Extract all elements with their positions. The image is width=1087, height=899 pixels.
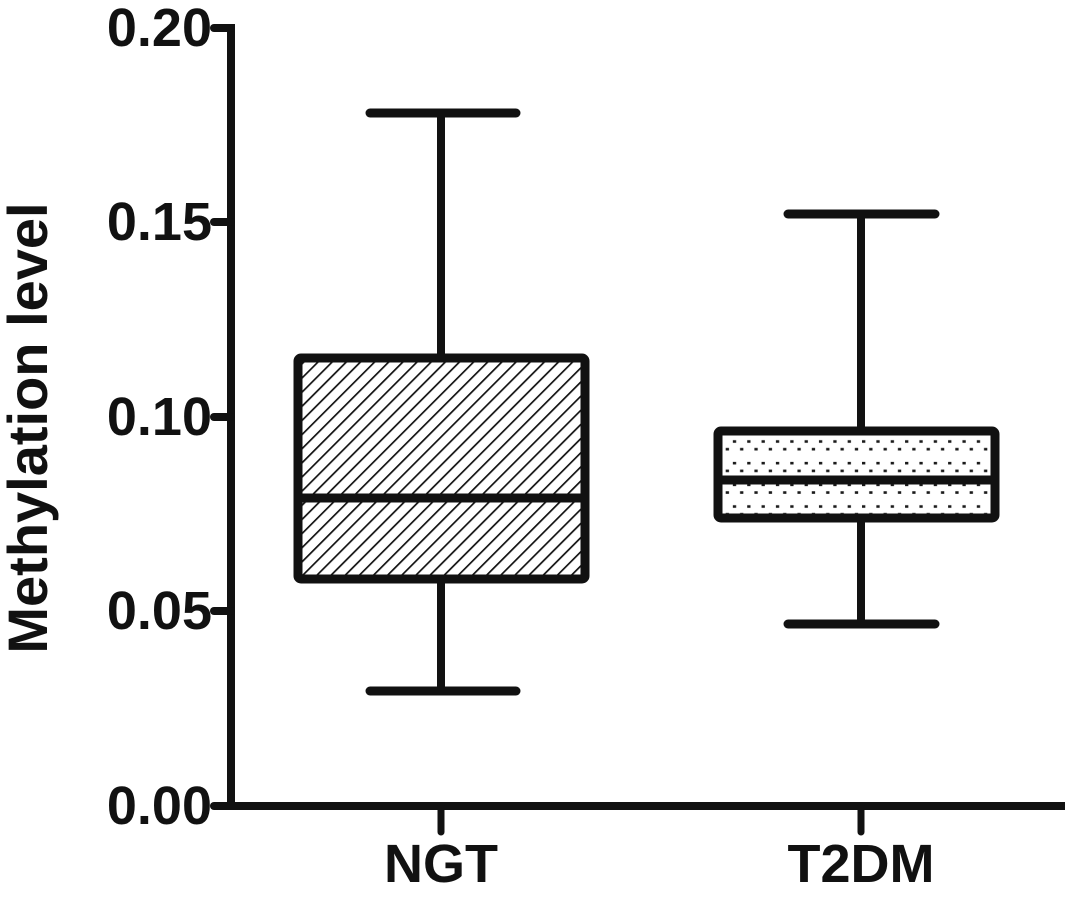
svg-text:0.20: 0.20 (107, 0, 212, 58)
svg-text:0.00: 0.00 (107, 776, 212, 836)
svg-text:0.05: 0.05 (107, 581, 212, 641)
svg-text:T2DM: T2DM (788, 834, 935, 894)
svg-text:0.15: 0.15 (107, 192, 212, 252)
svg-text:NGT: NGT (384, 834, 498, 894)
svg-text:Methylation level: Methylation level (0, 202, 59, 653)
svg-text:0.10: 0.10 (107, 387, 212, 447)
